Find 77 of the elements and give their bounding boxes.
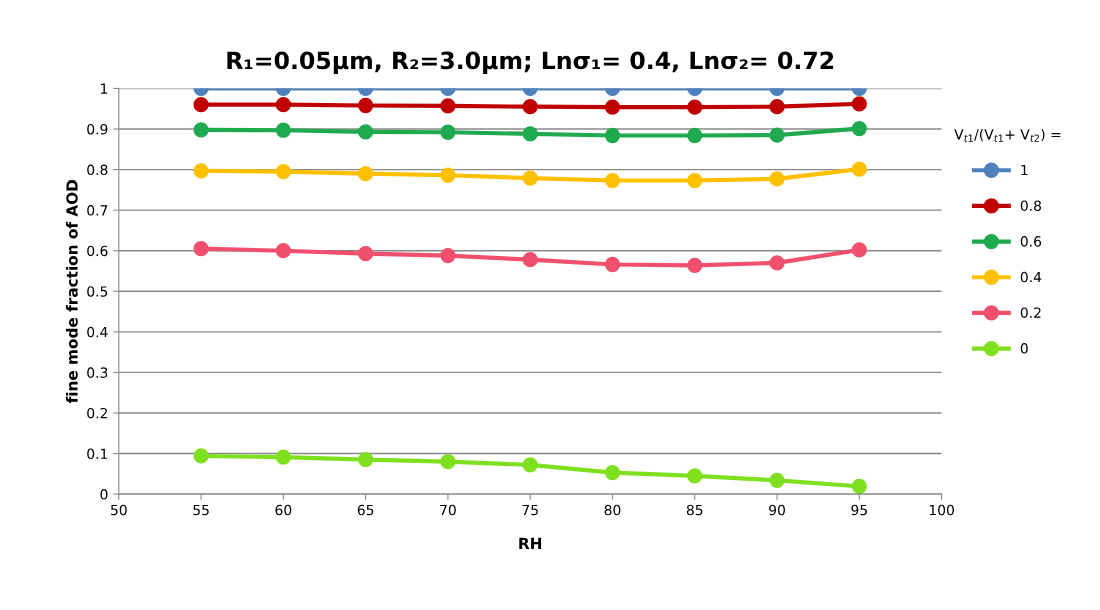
point xyxy=(769,99,785,115)
point xyxy=(440,98,456,114)
point xyxy=(193,97,209,113)
point xyxy=(440,454,456,470)
point xyxy=(687,257,703,273)
point xyxy=(275,122,291,138)
y-tick-label: 0.6 xyxy=(87,245,108,257)
y-tick-label: 0.1 xyxy=(87,448,108,460)
point xyxy=(604,464,621,481)
point xyxy=(687,99,703,115)
legend-title: V$_{t1}$/(V$_{t1}$+ V$_{t2}$) = xyxy=(954,128,1061,142)
y-tick-label: 0.9 xyxy=(87,123,108,135)
x-tick-label: 90 xyxy=(769,504,785,516)
point xyxy=(193,448,209,464)
point xyxy=(193,122,209,138)
x-tick-label: 70 xyxy=(440,504,456,516)
point xyxy=(851,120,867,137)
point xyxy=(687,468,703,484)
x-tick-label: 50 xyxy=(111,504,127,516)
y-tick-label: 0.4 xyxy=(87,326,108,338)
point xyxy=(193,163,209,179)
point xyxy=(358,165,374,182)
point xyxy=(440,124,456,140)
chart-title: R₁=0.05µm, R₂=3.0µm; Lnσ₁= 0.4, Lnσ₂= 0.72 xyxy=(227,51,834,74)
point xyxy=(358,451,374,468)
point xyxy=(275,449,291,465)
legend-label: 0 xyxy=(1020,343,1028,354)
point xyxy=(440,247,456,264)
point xyxy=(604,127,621,144)
point xyxy=(275,97,291,113)
x-tick-label: 60 xyxy=(275,504,292,516)
x-tick-label: 65 xyxy=(357,504,374,516)
point xyxy=(275,163,291,180)
point xyxy=(358,97,374,114)
y-tick-label: 0.8 xyxy=(87,164,108,176)
x-axis-title: RH xyxy=(519,537,542,550)
point xyxy=(358,124,374,140)
point xyxy=(604,99,621,115)
point xyxy=(358,245,374,262)
point xyxy=(769,255,785,271)
point xyxy=(769,127,785,143)
legend-label: 0.2 xyxy=(1020,307,1041,318)
legend-label: 0.6 xyxy=(1020,236,1042,247)
legend-label: 1 xyxy=(1021,164,1028,176)
point xyxy=(522,99,538,115)
legend-label: 0.8 xyxy=(1020,200,1041,211)
point xyxy=(851,161,867,177)
point xyxy=(193,241,209,257)
y-tick-label: 1 xyxy=(101,83,108,94)
point xyxy=(522,251,538,268)
point xyxy=(275,243,291,259)
y-tick-label: 0.7 xyxy=(87,205,108,216)
point xyxy=(769,472,785,488)
y-tick-label: 0.3 xyxy=(87,367,108,378)
y-tick-label: 0 xyxy=(100,489,108,500)
point xyxy=(687,172,703,189)
point xyxy=(440,167,456,183)
point xyxy=(522,170,538,186)
y-tick-label: 0.5 xyxy=(87,286,108,297)
x-tick-label: 75 xyxy=(522,504,538,516)
point xyxy=(687,127,703,144)
y-axis-title: fine mode fraction of AOD xyxy=(65,179,78,404)
x-tick-label: 55 xyxy=(193,504,209,516)
point xyxy=(604,172,621,189)
x-tick-label: 85 xyxy=(686,504,703,516)
point xyxy=(522,126,538,142)
y-tick-label: 0.2 xyxy=(87,407,107,419)
point xyxy=(851,96,867,112)
x-tick-label: 95 xyxy=(851,504,867,516)
point xyxy=(522,457,538,473)
point xyxy=(604,256,621,273)
x-tick-label: 80 xyxy=(604,504,621,516)
legend-label: 0.4 xyxy=(1020,271,1042,283)
point xyxy=(851,242,867,258)
point xyxy=(851,478,867,495)
point xyxy=(769,171,785,187)
x-tick-label: 100 xyxy=(929,504,954,516)
